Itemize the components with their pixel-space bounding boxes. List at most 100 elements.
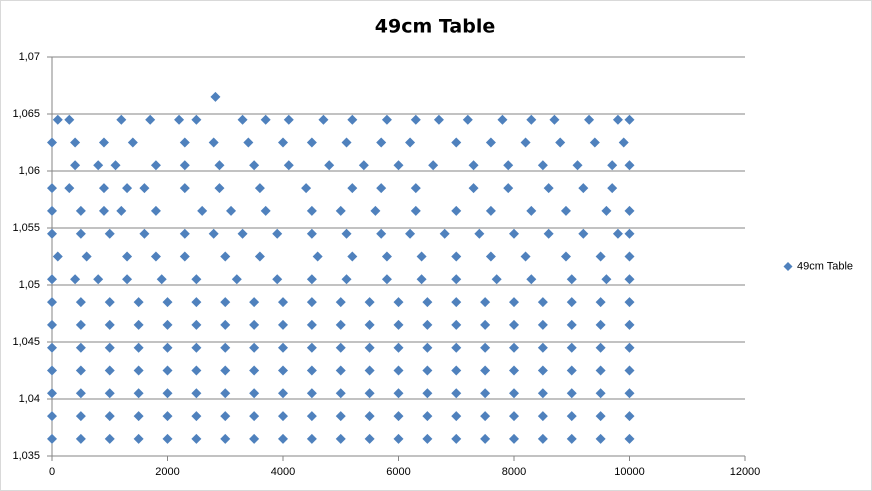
point <box>122 274 133 285</box>
point <box>537 388 548 399</box>
point <box>595 319 606 330</box>
point <box>191 433 202 444</box>
point <box>139 183 150 194</box>
point <box>47 228 57 239</box>
point <box>566 297 577 308</box>
x-tick-label: 4000 <box>271 466 295 478</box>
legend-label: 49cm Table <box>797 260 853 272</box>
point <box>566 388 577 399</box>
point <box>491 274 502 285</box>
point <box>480 433 491 444</box>
point <box>624 297 635 308</box>
y-tick-label: 1,05 <box>19 279 40 291</box>
point <box>410 183 421 194</box>
point <box>347 183 358 194</box>
point <box>75 297 86 308</box>
point <box>509 411 519 422</box>
point <box>324 160 335 171</box>
point <box>278 319 288 330</box>
point <box>98 137 109 148</box>
point <box>595 342 606 353</box>
point <box>306 365 317 376</box>
point <box>601 205 612 216</box>
point <box>220 319 231 330</box>
point <box>260 205 271 216</box>
point <box>47 342 57 353</box>
point <box>480 297 491 308</box>
point <box>220 433 231 444</box>
point <box>537 297 548 308</box>
point <box>133 319 144 330</box>
point <box>376 183 387 194</box>
point <box>52 114 63 125</box>
point <box>75 205 86 216</box>
point <box>480 388 491 399</box>
point <box>98 205 109 216</box>
point <box>624 411 635 422</box>
point <box>162 411 173 422</box>
point <box>405 228 416 239</box>
point <box>451 411 462 422</box>
point <box>537 319 548 330</box>
point <box>485 205 496 216</box>
point <box>480 319 491 330</box>
x-tick-label: 0 <box>49 466 55 478</box>
point <box>122 251 133 262</box>
point <box>75 228 86 239</box>
point <box>306 205 317 216</box>
point <box>162 388 173 399</box>
point <box>537 411 548 422</box>
point <box>150 251 161 262</box>
point <box>104 342 115 353</box>
point <box>210 91 221 102</box>
point <box>555 137 566 148</box>
point <box>191 114 202 125</box>
point <box>220 342 231 353</box>
point <box>560 251 571 262</box>
point <box>393 160 404 171</box>
point <box>249 433 260 444</box>
point <box>624 228 635 239</box>
point <box>208 137 219 148</box>
point <box>422 388 433 399</box>
y-tick-label: 1,035 <box>12 450 40 462</box>
point <box>537 160 548 171</box>
point <box>381 274 392 285</box>
point <box>75 365 86 376</box>
point <box>47 297 57 308</box>
point <box>116 205 127 216</box>
point <box>197 205 208 216</box>
point <box>509 228 519 239</box>
point <box>451 433 462 444</box>
point <box>179 137 190 148</box>
point <box>47 388 57 399</box>
point <box>133 433 144 444</box>
point <box>133 388 144 399</box>
point <box>301 183 312 194</box>
point <box>191 297 202 308</box>
point <box>364 319 375 330</box>
point <box>133 411 144 422</box>
point <box>624 388 635 399</box>
point <box>578 228 589 239</box>
point <box>318 114 329 125</box>
point <box>364 433 375 444</box>
point <box>370 205 381 216</box>
point <box>272 274 283 285</box>
point <box>81 251 92 262</box>
point <box>220 297 231 308</box>
point <box>393 388 404 399</box>
point <box>249 365 260 376</box>
point <box>156 274 167 285</box>
point <box>364 297 375 308</box>
point <box>537 365 548 376</box>
point <box>306 388 317 399</box>
point <box>601 274 612 285</box>
point <box>70 137 81 148</box>
point <box>335 365 346 376</box>
point <box>520 137 531 148</box>
point <box>133 297 144 308</box>
point <box>110 160 121 171</box>
point <box>162 365 173 376</box>
